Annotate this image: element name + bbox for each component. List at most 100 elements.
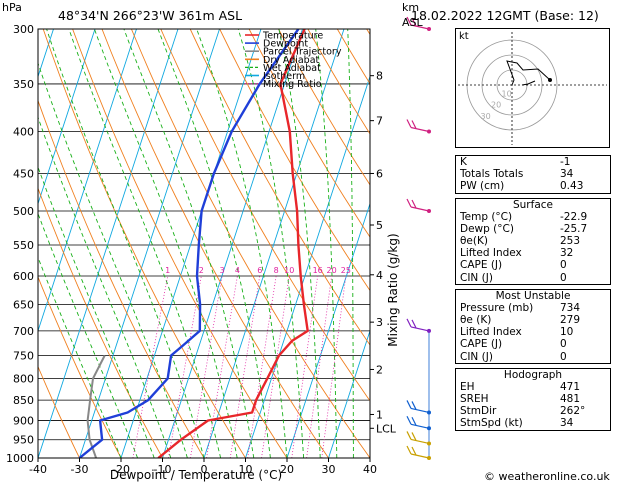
- isotherm-line: [203, 29, 345, 458]
- pressure-tick-label: 350: [13, 78, 34, 91]
- legend-entry-label: Mixing Ratio: [263, 79, 322, 90]
- wind-barbs: [406, 16, 431, 460]
- wind-barb-feather: [406, 119, 412, 128]
- mixing-ratio-label: 10: [284, 266, 294, 275]
- wind-barb-feather: [411, 417, 417, 426]
- hodo-row: SREH 481: [460, 393, 581, 406]
- mixing-ratio-label: 2: [199, 266, 204, 275]
- indices-panel: K -1 Totals Totals 34 PW (cm) 0.43 Surface …: [455, 155, 611, 435]
- isotherm-line: [79, 29, 220, 458]
- wind-barb-staff: [410, 438, 430, 445]
- dry-adiabat-line: [278, 29, 370, 186]
- asl-unit-label: ASL: [402, 16, 423, 29]
- km-tick-label: 8: [376, 70, 383, 83]
- hodograph-frame: [455, 28, 610, 148]
- temperature-line: [157, 29, 309, 458]
- hodo-row: StmDir 262°: [460, 405, 586, 418]
- pressure-tick-label: 950: [13, 434, 34, 447]
- dry-adiabat-line: [42, 29, 246, 458]
- km-tick-label: 6: [376, 167, 383, 180]
- mixing-ratio-line: [132, 275, 169, 458]
- x-axis-label: Dewpoint / Temperature (°C): [110, 468, 282, 482]
- x-tick-label: -40: [29, 463, 47, 476]
- mixing-ratio-line: [321, 275, 347, 458]
- dry-adiabat-line: [38, 99, 205, 458]
- wind-barb-feather: [411, 432, 417, 441]
- wet-adiabat-line: [93, 29, 238, 458]
- x-tick-label: 10: [239, 463, 253, 476]
- mixing-ratio-line: [206, 275, 238, 458]
- hodograph-table-box: Hodograph EH 471 SREH 481 StmDir 262° StmSp…: [455, 367, 611, 431]
- pressure-tick-label: 650: [13, 299, 34, 312]
- wind-barb-feather: [406, 431, 412, 440]
- wind-barb-staff: [410, 423, 430, 429]
- profile-lines: [78, 29, 309, 458]
- hodograph-ring-label: 30: [481, 112, 491, 121]
- x-tick-label: 0: [201, 463, 208, 476]
- legend-entry-label: Wet Adiabat: [263, 63, 321, 74]
- x-tick-label: 30: [322, 463, 336, 476]
- hodograph-table-title: Hodograph: [503, 368, 563, 381]
- mixing-ratio-line: [247, 275, 277, 458]
- dry-adiabat-line: [101, 29, 329, 458]
- dry-adiabat-line: [160, 29, 370, 402]
- dry-adiabat-line: [130, 29, 370, 458]
- index-row: PW (cm) 0.43: [460, 180, 584, 193]
- pressure-tick-label: 450: [13, 167, 34, 180]
- wind-barb-staff: [410, 407, 430, 414]
- km-tick-label: 5: [376, 219, 383, 232]
- dry-adiabat-line: [38, 187, 163, 458]
- pressure-tick-label: 500: [13, 205, 34, 218]
- km-unit-label: km: [402, 1, 420, 14]
- wind-barb-staff: [410, 453, 430, 459]
- wet-adiabat-line: [46, 29, 205, 458]
- location-title: 48°34'N 266°23'W 361m ASL: [58, 8, 243, 23]
- km-tick-label: 2: [376, 363, 383, 376]
- mixing-ratio-line: [261, 275, 290, 458]
- wind-barb-feather: [406, 416, 412, 425]
- wind-barb-feather: [406, 400, 412, 409]
- pressure-tick-label: 900: [13, 414, 34, 427]
- hodograph-ring-label: 20: [491, 101, 501, 110]
- mixing-ratio-label: 20: [327, 266, 337, 275]
- wet-adiabat-line: [38, 61, 188, 458]
- surface-row: Temp (°C) -22.9: [460, 210, 588, 223]
- km-tick-label: 7: [376, 115, 383, 128]
- pressure-tick-label: 300: [13, 23, 34, 36]
- surface-row: θe(K) 253: [460, 235, 581, 248]
- wind-barb-feather: [411, 319, 417, 329]
- km-tick-label: 3: [376, 316, 383, 329]
- isotherm-line: [120, 29, 262, 458]
- wet-adiabat-line: [237, 29, 305, 458]
- legend-entry-label: Temperature: [262, 31, 323, 42]
- mu-row: θe (K) 279: [460, 314, 581, 327]
- isotherm-line: [38, 29, 137, 333]
- wind-barb-feather: [411, 120, 417, 129]
- wet-adiabat-line: [157, 29, 271, 458]
- x-tick-label: 20: [280, 463, 294, 476]
- x-tick-label: -20: [112, 463, 130, 476]
- wind-barb-staff: [410, 206, 430, 212]
- surface-row: CIN (J) 0: [460, 271, 567, 284]
- pressure-tick-label: 400: [13, 126, 34, 139]
- wind-barb-feather: [411, 199, 417, 209]
- km-tick-label: 1: [376, 408, 383, 421]
- wind-barb-feather: [411, 17, 417, 27]
- pressure-tick-label: 550: [13, 239, 34, 252]
- pressure-tick-label: 850: [13, 394, 34, 407]
- mixing-ratio-label: 25: [341, 266, 351, 275]
- most-unstable-box: Most Unstable Pressure (mb) 734 θe (K) 279…: [455, 288, 611, 364]
- dry-adiabat-line: [219, 29, 370, 292]
- mixing-ratio-label: 1: [165, 266, 170, 275]
- mixing-ratio-label: 16: [313, 266, 323, 275]
- mixing-ratio-label: 3: [220, 266, 225, 275]
- dry-adiabat-line: [248, 29, 370, 238]
- wind-barb-staff: [410, 126, 430, 133]
- storm-motion-arrow: [521, 80, 536, 86]
- legend-entry-label: Dry Adiabat: [263, 55, 320, 66]
- wind-barb-feather: [411, 401, 417, 410]
- copyright-text[interactable]: © weatheronline.co.uk: [484, 470, 610, 483]
- mixing-ratio-axis-label: Mixing Ratio (g/kg): [386, 233, 400, 346]
